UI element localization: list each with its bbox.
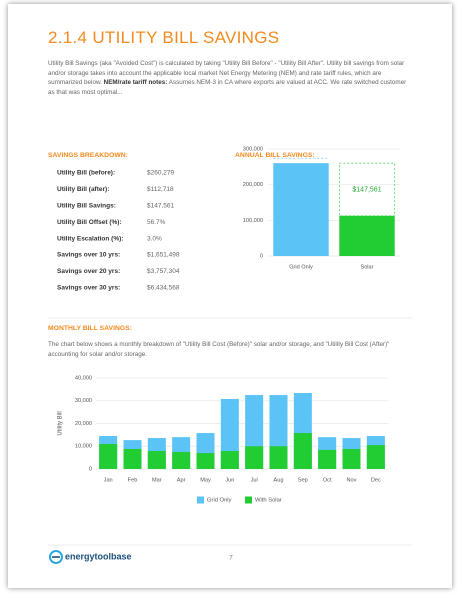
y-tick-label: 300,000 <box>243 146 263 152</box>
x-tick-label: Jul <box>251 477 258 483</box>
annotation: $147,561 <box>352 186 381 193</box>
row-label: Utility Bill Savings: <box>57 203 116 210</box>
y-tick-label: 0 <box>89 466 92 472</box>
legend-swatch <box>197 496 204 504</box>
logo: energytoolbase <box>65 551 132 561</box>
bar <box>339 215 395 256</box>
legend-label: With Solar <box>255 498 282 504</box>
bar <box>318 449 337 469</box>
bar <box>196 453 215 469</box>
row-label: Savings over 30 yrs: <box>57 285 120 292</box>
row-value: $260,279 <box>147 170 174 177</box>
row-value: $6,434,568 <box>147 285 180 292</box>
x-tick-label: Dec <box>371 477 381 483</box>
y-tick-label: 30,000 <box>75 398 92 404</box>
row-value: $147,561 <box>147 203 174 210</box>
x-tick-label: Jun <box>225 477 234 483</box>
y-tick-label: 20,000 <box>75 421 92 427</box>
x-tick-label: Nov <box>347 477 357 483</box>
y-axis-label: Utility Bill <box>58 411 64 435</box>
row-label: Utility Bill Offset (%): <box>57 219 122 226</box>
intro-bold: NEM/rate tariff notes: <box>103 79 168 87</box>
sheet <box>8 4 452 588</box>
y-tick-label: 40,000 <box>75 375 92 381</box>
bar <box>366 445 385 469</box>
y-tick-label: 100,000 <box>243 218 263 224</box>
x-tick-label: Mar <box>152 477 162 483</box>
row-label: Utility Bill (after): <box>57 186 109 193</box>
bar <box>245 446 264 469</box>
y-tick-label: 200,000 <box>243 182 263 188</box>
row-label: Utility Escalation (%): <box>57 235 123 242</box>
bar <box>293 433 312 469</box>
x-tick-label: Sep <box>298 477 308 483</box>
row-label: Savings over 10 yrs: <box>57 252 120 259</box>
chart-title: MONTHLY BILL SAVINGS: <box>48 325 132 332</box>
bar <box>342 448 361 469</box>
x-tick-label: Aug <box>274 477 284 483</box>
row-value: $112,718 <box>147 186 174 193</box>
row-value: $3,757,304 <box>147 268 180 275</box>
x-tick-label: Grid Only <box>289 264 313 270</box>
logo-icon <box>49 550 63 564</box>
row-value: 3.0% <box>147 235 162 242</box>
legend-swatch <box>245 496 252 504</box>
row-value: 56.7% <box>147 219 166 226</box>
x-tick-label: Jan <box>104 477 113 483</box>
chart-title: ANNUAL BILL SAVINGS: <box>235 152 315 159</box>
x-tick-label: Oct <box>323 477 332 483</box>
y-tick-label: 10,000 <box>75 444 92 450</box>
page-title: 2.1.4 UTILITY BILL SAVINGS <box>48 28 280 47</box>
bar <box>273 163 329 256</box>
x-tick-label: Apr <box>177 477 186 483</box>
row-value: $1,651,498 <box>147 252 180 259</box>
bar <box>99 443 118 469</box>
legend-label: Grid Only <box>207 498 232 504</box>
page-number: 7 <box>229 556 233 562</box>
x-tick-label: Solar <box>360 264 373 270</box>
x-tick-label: May <box>200 477 211 483</box>
intro-text: Utility Bill Savings (aka "Avoided Cost"… <box>48 60 405 87</box>
before-outline <box>338 162 396 217</box>
y-tick-label: 0 <box>260 253 263 259</box>
section-title: SAVINGS BREAKDOWN: <box>48 152 128 159</box>
intro-paragraph: Utility Bill Savings (aka "Avoided Cost"… <box>48 59 410 97</box>
intro-notes: Assumes NEM-3 in CA where exports are va… <box>48 79 407 96</box>
bar <box>269 446 288 469</box>
bar <box>123 448 142 469</box>
x-tick-label: Feb <box>128 477 138 483</box>
row-label: Savings over 20 yrs: <box>57 268 120 275</box>
bar <box>220 451 239 469</box>
chart-subtitle: The chart below shows a monthly breakdow… <box>48 341 390 358</box>
row-label: Utility Bill (before): <box>57 170 115 177</box>
bar <box>172 451 191 469</box>
bar <box>147 451 166 469</box>
